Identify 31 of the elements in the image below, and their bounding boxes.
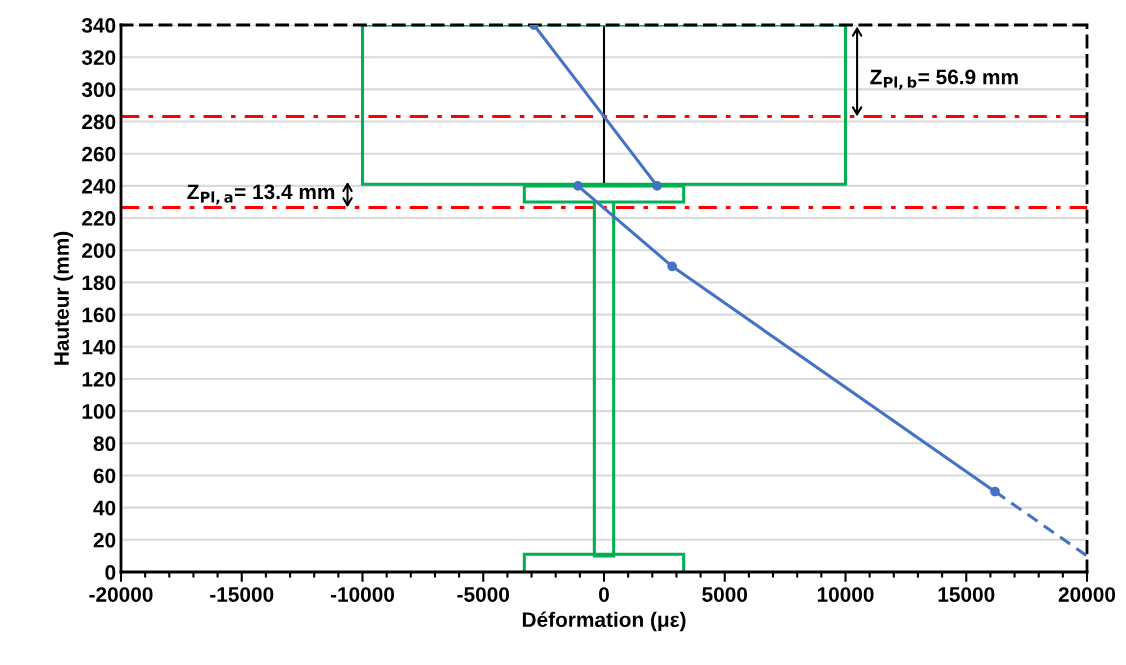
y-tick-label: 120 <box>82 371 116 387</box>
y-tick-label: 200 <box>82 243 116 258</box>
y-tick-label: 40 <box>93 500 116 516</box>
annotation: Z$_{Pl,b}$= 56.9 mm <box>870 69 1018 90</box>
y-axis-title: Hauteur (mm) <box>53 231 74 365</box>
y-tick-label: 240 <box>82 178 116 194</box>
x-tick-label: -10000 <box>330 587 395 602</box>
y-tick-label: 100 <box>82 404 116 419</box>
y-tick-label: 180 <box>82 275 116 291</box>
y-tick-label: 160 <box>82 307 116 323</box>
y-tick-label: 220 <box>82 211 116 226</box>
x-tick-label: 10000 <box>817 587 874 602</box>
x-tick-label: 15000 <box>938 587 995 602</box>
x-tick-label: -5000 <box>457 587 510 602</box>
x-tick-label: 0 <box>599 587 609 602</box>
annotation: Z$_{Pl,a}$= 13.4 mm <box>187 184 335 205</box>
y-tick-label: 20 <box>93 532 116 548</box>
y-tick-label: 80 <box>93 436 116 452</box>
y-tick-label: 60 <box>93 468 116 484</box>
y-tick-label: 280 <box>82 114 116 130</box>
x-tick-label: -15000 <box>210 587 274 602</box>
y-tick-label: 300 <box>81 82 116 98</box>
y-tick-label: 340 <box>81 18 116 33</box>
x-tick-label: -20000 <box>89 587 153 602</box>
x-tick-label: 5000 <box>702 587 748 602</box>
y-tick-label: 140 <box>82 339 116 355</box>
y-tick-label: 260 <box>82 146 116 162</box>
x-tick-label: 20000 <box>1058 587 1116 602</box>
x-axis-title: Déformation (με) <box>522 611 686 632</box>
y-tick-label: 0 <box>105 565 116 580</box>
y-tick-label: 320 <box>81 50 116 65</box>
